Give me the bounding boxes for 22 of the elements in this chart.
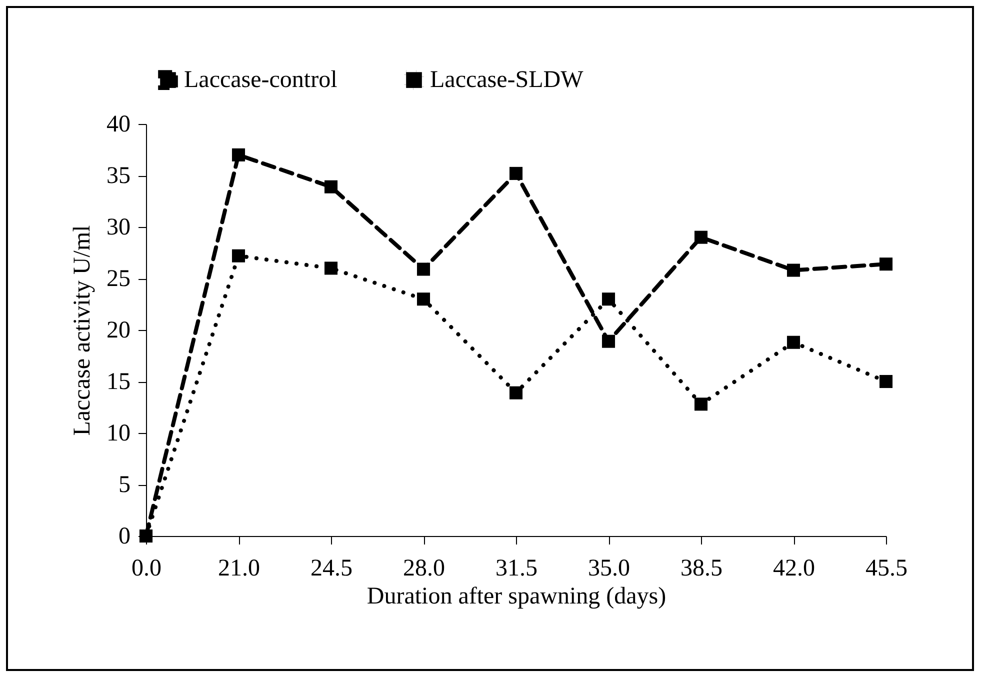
y-axis-title: Laccase activity U/ml	[70, 224, 96, 436]
y-tick-label: 15	[106, 369, 130, 395]
x-tick-label: 45.5	[866, 556, 908, 582]
y-tick-label: 30	[106, 214, 130, 240]
y-tick-label: 20	[106, 318, 130, 344]
x-tick-label: 38.5	[680, 556, 722, 582]
y-tick-label: 40	[106, 112, 130, 138]
x-tick-label: 21.0	[218, 556, 260, 582]
legend-label: Laccase-SLDW	[430, 67, 584, 94]
x-tick-label: 0.0	[132, 556, 162, 582]
x-tick-label: 28.0	[403, 556, 445, 582]
x-tick-label: 42.0	[773, 556, 815, 582]
legend-label: Laccase-control	[184, 67, 338, 94]
x-axis-title: Duration after spawning (days)	[366, 584, 666, 610]
y-tick-label: 10	[106, 420, 130, 446]
x-tick-label: 31.5	[496, 556, 538, 582]
x-tick-label: 35.0	[588, 556, 630, 582]
y-tick-label: 5	[118, 472, 130, 498]
y-tick-label: 35	[106, 163, 130, 189]
y-tick-label: 25	[106, 266, 130, 292]
y-tick-label: 0	[118, 524, 130, 550]
x-tick-label: 24.5	[310, 556, 352, 582]
